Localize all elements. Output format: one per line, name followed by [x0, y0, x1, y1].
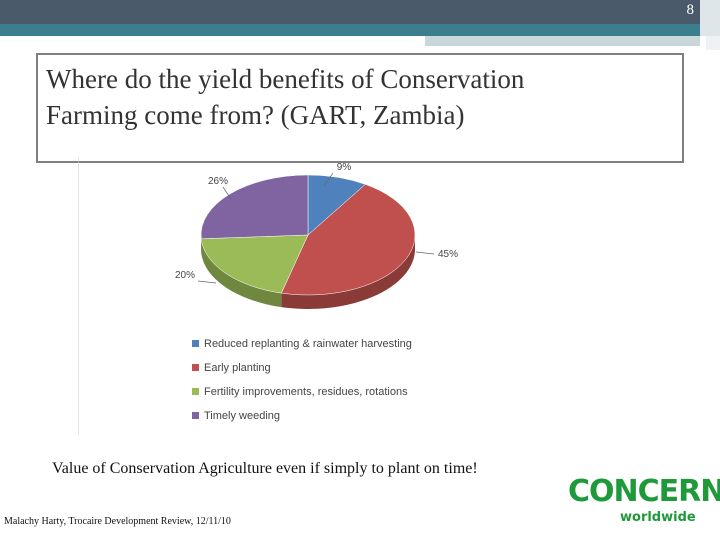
slide-footer: Malachy Harty, Trocaire Development Revi… [4, 516, 231, 527]
legend-swatch-3 [192, 412, 199, 419]
title-box: Where do the yield benefits of Conservat… [36, 53, 684, 163]
data-label-leader-1 [415, 251, 435, 255]
pie-slice-1 [281, 184, 416, 296]
pie-slice-side-1 [281, 235, 415, 309]
pie-slice-2 [200, 234, 309, 294]
legend-label-1: Early planting [204, 362, 271, 374]
data-label-leader-0 [323, 172, 334, 187]
data-label-leader-2 [197, 280, 217, 284]
corner-accent [706, 36, 720, 50]
slide-caption: Value of Conservation Agriculture even i… [52, 460, 478, 477]
pie-slice-side-2 [201, 238, 282, 308]
title-line-2: Farming come from? (GART, Zambia) [46, 100, 465, 130]
legend-label-2: Fertility improvements, residues, rotati… [204, 386, 408, 398]
slide-title: Where do the yield benefits of Conservat… [46, 61, 676, 133]
pie-slice-3 [200, 174, 309, 240]
corner-block [700, 0, 720, 36]
legend-label-3: Timely weeding [204, 410, 280, 422]
data-label-1: 45% [438, 249, 458, 260]
pie-chart-svg: 9% 45% 20% 26% Reduced replanting & rainwat… [77, 157, 458, 435]
data-label-2: 20% [175, 270, 195, 281]
logo-text-worldwide: worldwide [620, 510, 696, 525]
legend-swatch-1 [192, 364, 199, 371]
slide-number: 8 [686, 2, 695, 18]
header-bar [0, 0, 700, 24]
logo-text-concern: CONCERN [568, 474, 720, 509]
header-accent [425, 36, 700, 46]
data-label-leader-3 [222, 186, 232, 200]
concern-logo: CONCERN worldwide [568, 474, 720, 532]
legend-label-0: Reduced replanting & rainwater harvestin… [204, 338, 412, 350]
header-stripe [0, 24, 700, 36]
data-label-0: 9% [337, 162, 352, 173]
title-line-1: Where do the yield benefits of Conservat… [46, 64, 525, 94]
data-label-3: 26% [208, 176, 228, 187]
legend-swatch-0 [192, 340, 199, 347]
legend-swatch-2 [192, 388, 199, 395]
pie-chart: 9% 45% 20% 26% Reduced replanting & rainwat… [77, 157, 540, 435]
